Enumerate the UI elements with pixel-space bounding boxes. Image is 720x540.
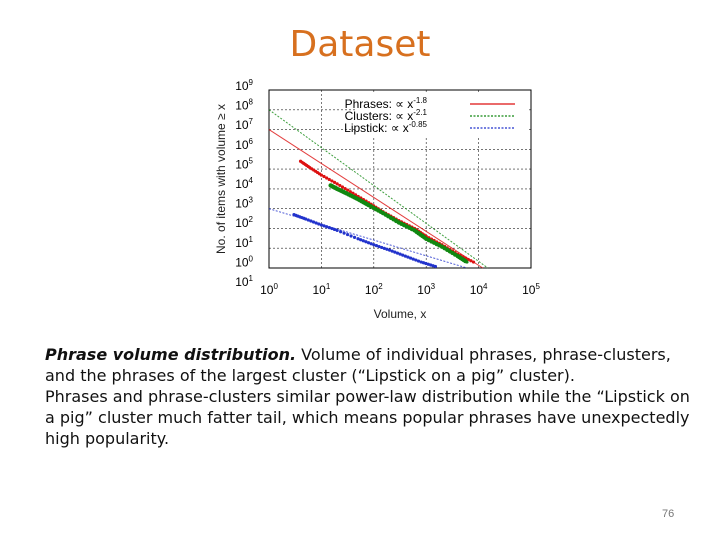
data-point-series-2 — [304, 217, 308, 221]
y-tick-labels: 109 108 107 106 105 104 103 102 101 100 101 — [235, 78, 253, 289]
data-point-series-2 — [416, 259, 421, 263]
data-point-series-2 — [433, 264, 438, 269]
data-point-series-2 — [372, 243, 376, 247]
data-point-series-2 — [356, 237, 360, 241]
data-point-series-2 — [311, 220, 316, 224]
data-point-series-0 — [471, 260, 476, 264]
page-number: 76 — [662, 508, 675, 520]
y-tick-label: 100 — [235, 254, 253, 269]
data-point-series-0 — [330, 179, 334, 183]
data-point-series-2 — [339, 230, 343, 234]
data-point-series-0 — [327, 177, 331, 182]
x-tick-label: 102 — [365, 282, 383, 297]
data-points — [292, 159, 476, 269]
data-point-series-2 — [332, 227, 337, 232]
data-point-series-2 — [346, 232, 350, 237]
data-point-series-2 — [377, 244, 381, 249]
data-point-series-1 — [465, 260, 469, 264]
y-tick-label: 109 — [235, 78, 253, 93]
y-tick-label: 108 — [235, 98, 253, 113]
x-tick-label: 103 — [417, 282, 435, 297]
fit-line-1 — [268, 109, 489, 269]
fit-line-2 — [268, 208, 468, 269]
data-point-series-2 — [349, 234, 353, 238]
plot-frame — [268, 89, 532, 269]
caption-paragraph-2: Phrases and phrase-clusters similar powe… — [45, 387, 690, 448]
data-point-series-2 — [325, 225, 329, 229]
data-point-series-2 — [330, 226, 334, 231]
data-point-series-0 — [338, 183, 342, 188]
data-point-series-2 — [322, 224, 326, 228]
x-tick-labels: 100 101 102 103 104 105 — [260, 282, 540, 297]
x-axis-label: Volume, x — [374, 307, 427, 321]
data-point-series-2 — [380, 245, 384, 250]
data-point-series-2 — [395, 251, 400, 255]
data-point-series-0 — [325, 176, 329, 180]
slide-title: Dataset — [289, 24, 431, 65]
fit-line-0 — [268, 129, 484, 269]
data-point-series-2 — [401, 253, 405, 257]
x-tick-label: 100 — [260, 282, 278, 297]
y-tick-label: 106 — [235, 137, 253, 152]
data-point-series-2 — [306, 218, 310, 222]
data-point-series-0 — [332, 180, 337, 184]
power-law-chart: 109 108 107 106 105 104 103 102 101 100 101 100 101… — [214, 78, 540, 321]
data-point-series-2 — [317, 222, 321, 226]
y-tick-label: 107 — [235, 117, 253, 132]
legend-label: Clusters: ∝ x-2.1 — [345, 108, 428, 123]
caption-lead: Phrase volume distribution. — [45, 345, 297, 364]
y-tick-label: 105 — [235, 156, 253, 171]
x-tick-label: 101 — [312, 282, 330, 297]
y-tick-label: 101 — [235, 274, 253, 289]
data-point-series-2 — [411, 257, 415, 261]
legend-label: Lipstick: ∝ x-0.85 — [344, 120, 427, 135]
y-tick-label: 103 — [235, 196, 253, 211]
y-tick-label: 104 — [235, 176, 253, 191]
data-point-series-2 — [398, 252, 402, 256]
data-point-series-0 — [346, 188, 350, 192]
x-tick-label: 105 — [522, 282, 540, 297]
data-point-series-2 — [352, 235, 357, 239]
data-point-series-0 — [319, 173, 323, 177]
data-point-series-2 — [327, 226, 331, 230]
data-point-series-2 — [342, 231, 346, 235]
data-point-series-2 — [382, 246, 386, 250]
y-axis-label: No. of items with volume ≥ x — [214, 104, 228, 254]
data-point-series-0 — [335, 182, 339, 186]
data-point-series-2 — [403, 254, 407, 258]
caption-rest: Volume of individual phrases, phrase-clu… — [45, 345, 671, 385]
data-point-series-2 — [374, 244, 379, 248]
y-tick-label: 101 — [235, 235, 253, 250]
data-point-series-2 — [393, 250, 397, 254]
data-point-series-2 — [364, 240, 368, 244]
data-point-series-0 — [322, 174, 326, 179]
caption-paragraph-1: Phrase volume distribution. Volume of in… — [45, 344, 695, 386]
data-point-series-2 — [385, 247, 389, 251]
data-point-series-2 — [406, 255, 410, 259]
slide-caption: Phrase volume distribution. Volume of in… — [45, 344, 695, 449]
data-point-series-2 — [409, 256, 413, 260]
data-point-series-2 — [414, 258, 418, 262]
data-point-series-2 — [314, 221, 318, 225]
x-tick-label: 104 — [470, 282, 488, 297]
data-point-series-2 — [361, 239, 365, 243]
data-point-series-0 — [469, 259, 473, 263]
legend-label: Phrases: ∝ x-1.8 — [345, 96, 428, 111]
data-point-series-0 — [343, 186, 347, 191]
y-tick-label: 102 — [235, 215, 253, 230]
data-point-series-2 — [319, 223, 323, 227]
data-point-series-2 — [387, 248, 392, 252]
data-point-series-2 — [335, 228, 339, 232]
legend-box — [355, 92, 529, 138]
fit-lines — [268, 109, 489, 269]
data-point-series-2 — [369, 242, 373, 246]
data-point-series-2 — [366, 241, 371, 245]
data-point-series-2 — [359, 238, 363, 242]
data-point-series-2 — [390, 249, 394, 253]
data-point-series-2 — [309, 219, 313, 223]
data-point-series-0 — [340, 185, 345, 189]
